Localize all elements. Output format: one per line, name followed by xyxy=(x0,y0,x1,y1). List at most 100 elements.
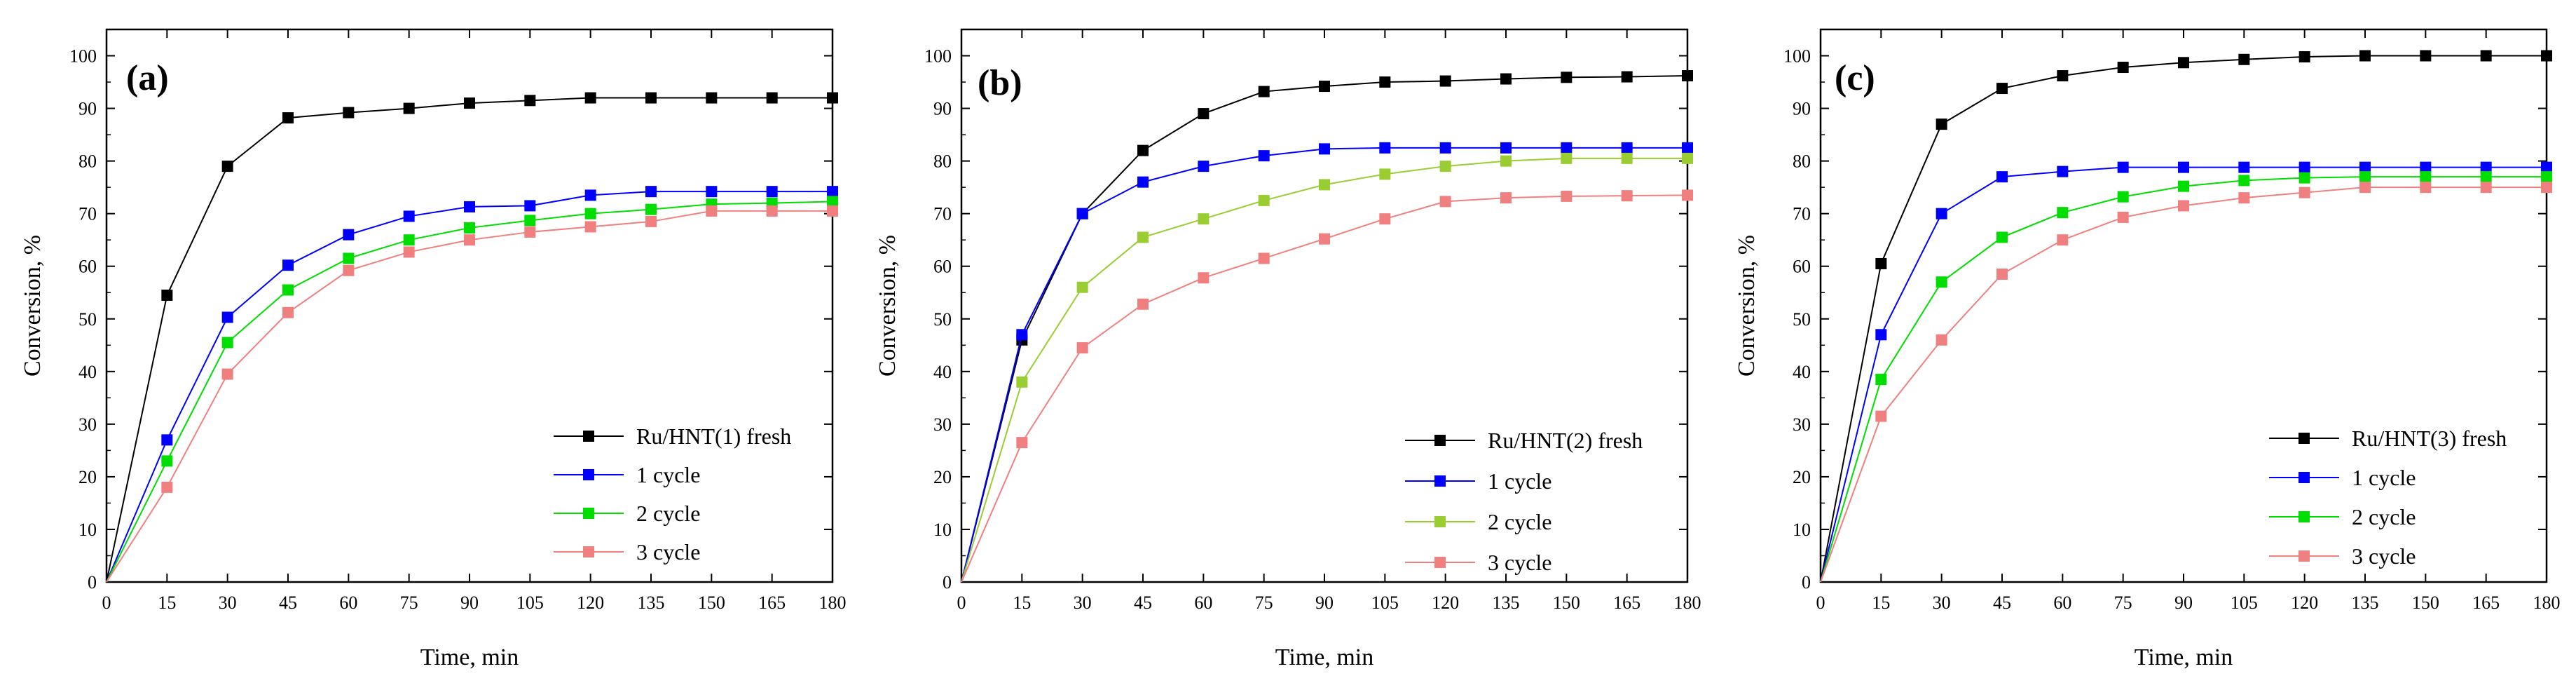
data-point xyxy=(1258,252,1270,264)
data-point xyxy=(1500,192,1512,204)
series-line xyxy=(1820,166,2547,583)
legend-label: 1 cycle xyxy=(636,462,701,487)
series-2 xyxy=(961,142,1693,583)
y-tick-label: 80 xyxy=(78,151,97,172)
data-point xyxy=(1319,81,1330,93)
data-point xyxy=(2359,171,2371,183)
series-3 xyxy=(106,196,838,583)
data-point xyxy=(2298,172,2310,184)
data-point xyxy=(2298,161,2310,173)
data-point xyxy=(524,215,536,226)
y-tick-label: 60 xyxy=(933,257,952,277)
y-tick-label: 40 xyxy=(1793,362,1811,382)
y-tick-label: 20 xyxy=(933,467,952,487)
data-point xyxy=(1198,272,1210,284)
data-point xyxy=(1936,119,1947,130)
x-tick-label: 30 xyxy=(219,593,237,613)
data-point xyxy=(2117,191,2129,203)
data-point xyxy=(524,226,536,238)
legend-marker xyxy=(583,469,594,480)
data-point xyxy=(2178,161,2189,173)
data-point xyxy=(1016,329,1028,341)
y-tick-label: 10 xyxy=(933,520,952,540)
data-point xyxy=(1621,142,1633,154)
x-tick-label: 150 xyxy=(2412,593,2439,613)
data-point xyxy=(1198,213,1210,225)
data-point xyxy=(1439,161,1451,172)
x-tick-label: 0 xyxy=(102,593,111,613)
x-tick-label: 180 xyxy=(2533,593,2561,613)
data-point xyxy=(221,368,233,380)
legend-marker xyxy=(1434,557,1446,568)
legend-marker xyxy=(583,431,594,442)
x-tick-label: 120 xyxy=(2291,593,2318,613)
x-tick-label: 15 xyxy=(1013,593,1031,613)
data-point xyxy=(1258,86,1270,97)
panel-label: (a) xyxy=(126,58,169,98)
legend-label: 3 cycle xyxy=(636,539,701,564)
y-tick-label: 40 xyxy=(78,362,97,382)
data-point xyxy=(1875,374,1887,386)
data-point xyxy=(2480,182,2492,194)
data-point xyxy=(827,92,838,104)
legend-label: 2 cycle xyxy=(1488,509,1552,534)
data-point xyxy=(2541,50,2552,62)
legend: Ru/HNT(1) fresh 1 cycle 2 cycle 3 cycle xyxy=(554,424,791,564)
x-tick-label: 165 xyxy=(2472,593,2500,613)
data-point xyxy=(645,203,657,215)
data-point xyxy=(1076,208,1088,219)
y-tick-label: 70 xyxy=(78,204,97,224)
data-point xyxy=(645,92,657,104)
legend-marker xyxy=(2298,550,2310,562)
series-4 xyxy=(1820,182,2552,583)
y-tick-label: 30 xyxy=(933,414,952,435)
data-point xyxy=(2541,161,2552,173)
series-1 xyxy=(1820,50,2552,583)
x-axis-title: Time, min xyxy=(2135,644,2233,670)
x-tick-label: 165 xyxy=(758,593,786,613)
data-point xyxy=(1500,155,1512,167)
data-point xyxy=(161,434,173,446)
data-point xyxy=(1319,179,1330,191)
data-point xyxy=(1996,231,2008,243)
x-tick-label: 105 xyxy=(516,593,544,613)
y-tick-label: 70 xyxy=(1793,204,1811,224)
y-tick-label: 0 xyxy=(1802,572,1811,593)
data-point xyxy=(584,221,596,233)
legend-label: Ru/HNT(1) fresh xyxy=(636,424,791,449)
x-tick-label: 60 xyxy=(1194,593,1212,613)
y-tick-label: 100 xyxy=(924,46,952,67)
x-tick-label: 180 xyxy=(1674,593,1701,613)
x-tick-label: 15 xyxy=(158,593,176,613)
y-tick-label: 50 xyxy=(78,309,97,330)
series-line xyxy=(961,147,1687,583)
data-point xyxy=(1500,73,1512,85)
data-point xyxy=(403,210,415,222)
data-point xyxy=(1076,281,1088,293)
y-tick-label: 10 xyxy=(1793,520,1811,540)
data-point xyxy=(282,306,294,318)
data-point xyxy=(1379,213,1391,225)
plot-frame xyxy=(105,28,834,583)
series-2 xyxy=(106,186,838,583)
data-point xyxy=(2238,192,2250,204)
data-point xyxy=(2117,62,2129,74)
data-point xyxy=(1682,189,1693,201)
data-point xyxy=(221,161,233,172)
data-point xyxy=(343,229,355,241)
data-point xyxy=(1561,72,1573,83)
data-point xyxy=(1258,150,1270,162)
x-tick-label: 90 xyxy=(460,593,479,613)
legend-marker xyxy=(1434,435,1446,446)
legend-label: 3 cycle xyxy=(2352,543,2416,569)
data-point xyxy=(2057,70,2069,82)
data-point xyxy=(2420,161,2432,173)
data-point xyxy=(1875,410,1887,422)
y-axis-title: Conversion, % xyxy=(875,235,900,377)
chart-panel-1: 0 15 30 45 60 75 90 105 120 135 150 165 180 0 10 20 30 40… xyxy=(20,28,847,670)
data-point xyxy=(161,481,173,493)
data-point xyxy=(1621,71,1633,83)
data-point xyxy=(1996,171,2008,183)
data-point xyxy=(1016,376,1028,388)
series-4 xyxy=(106,205,838,583)
